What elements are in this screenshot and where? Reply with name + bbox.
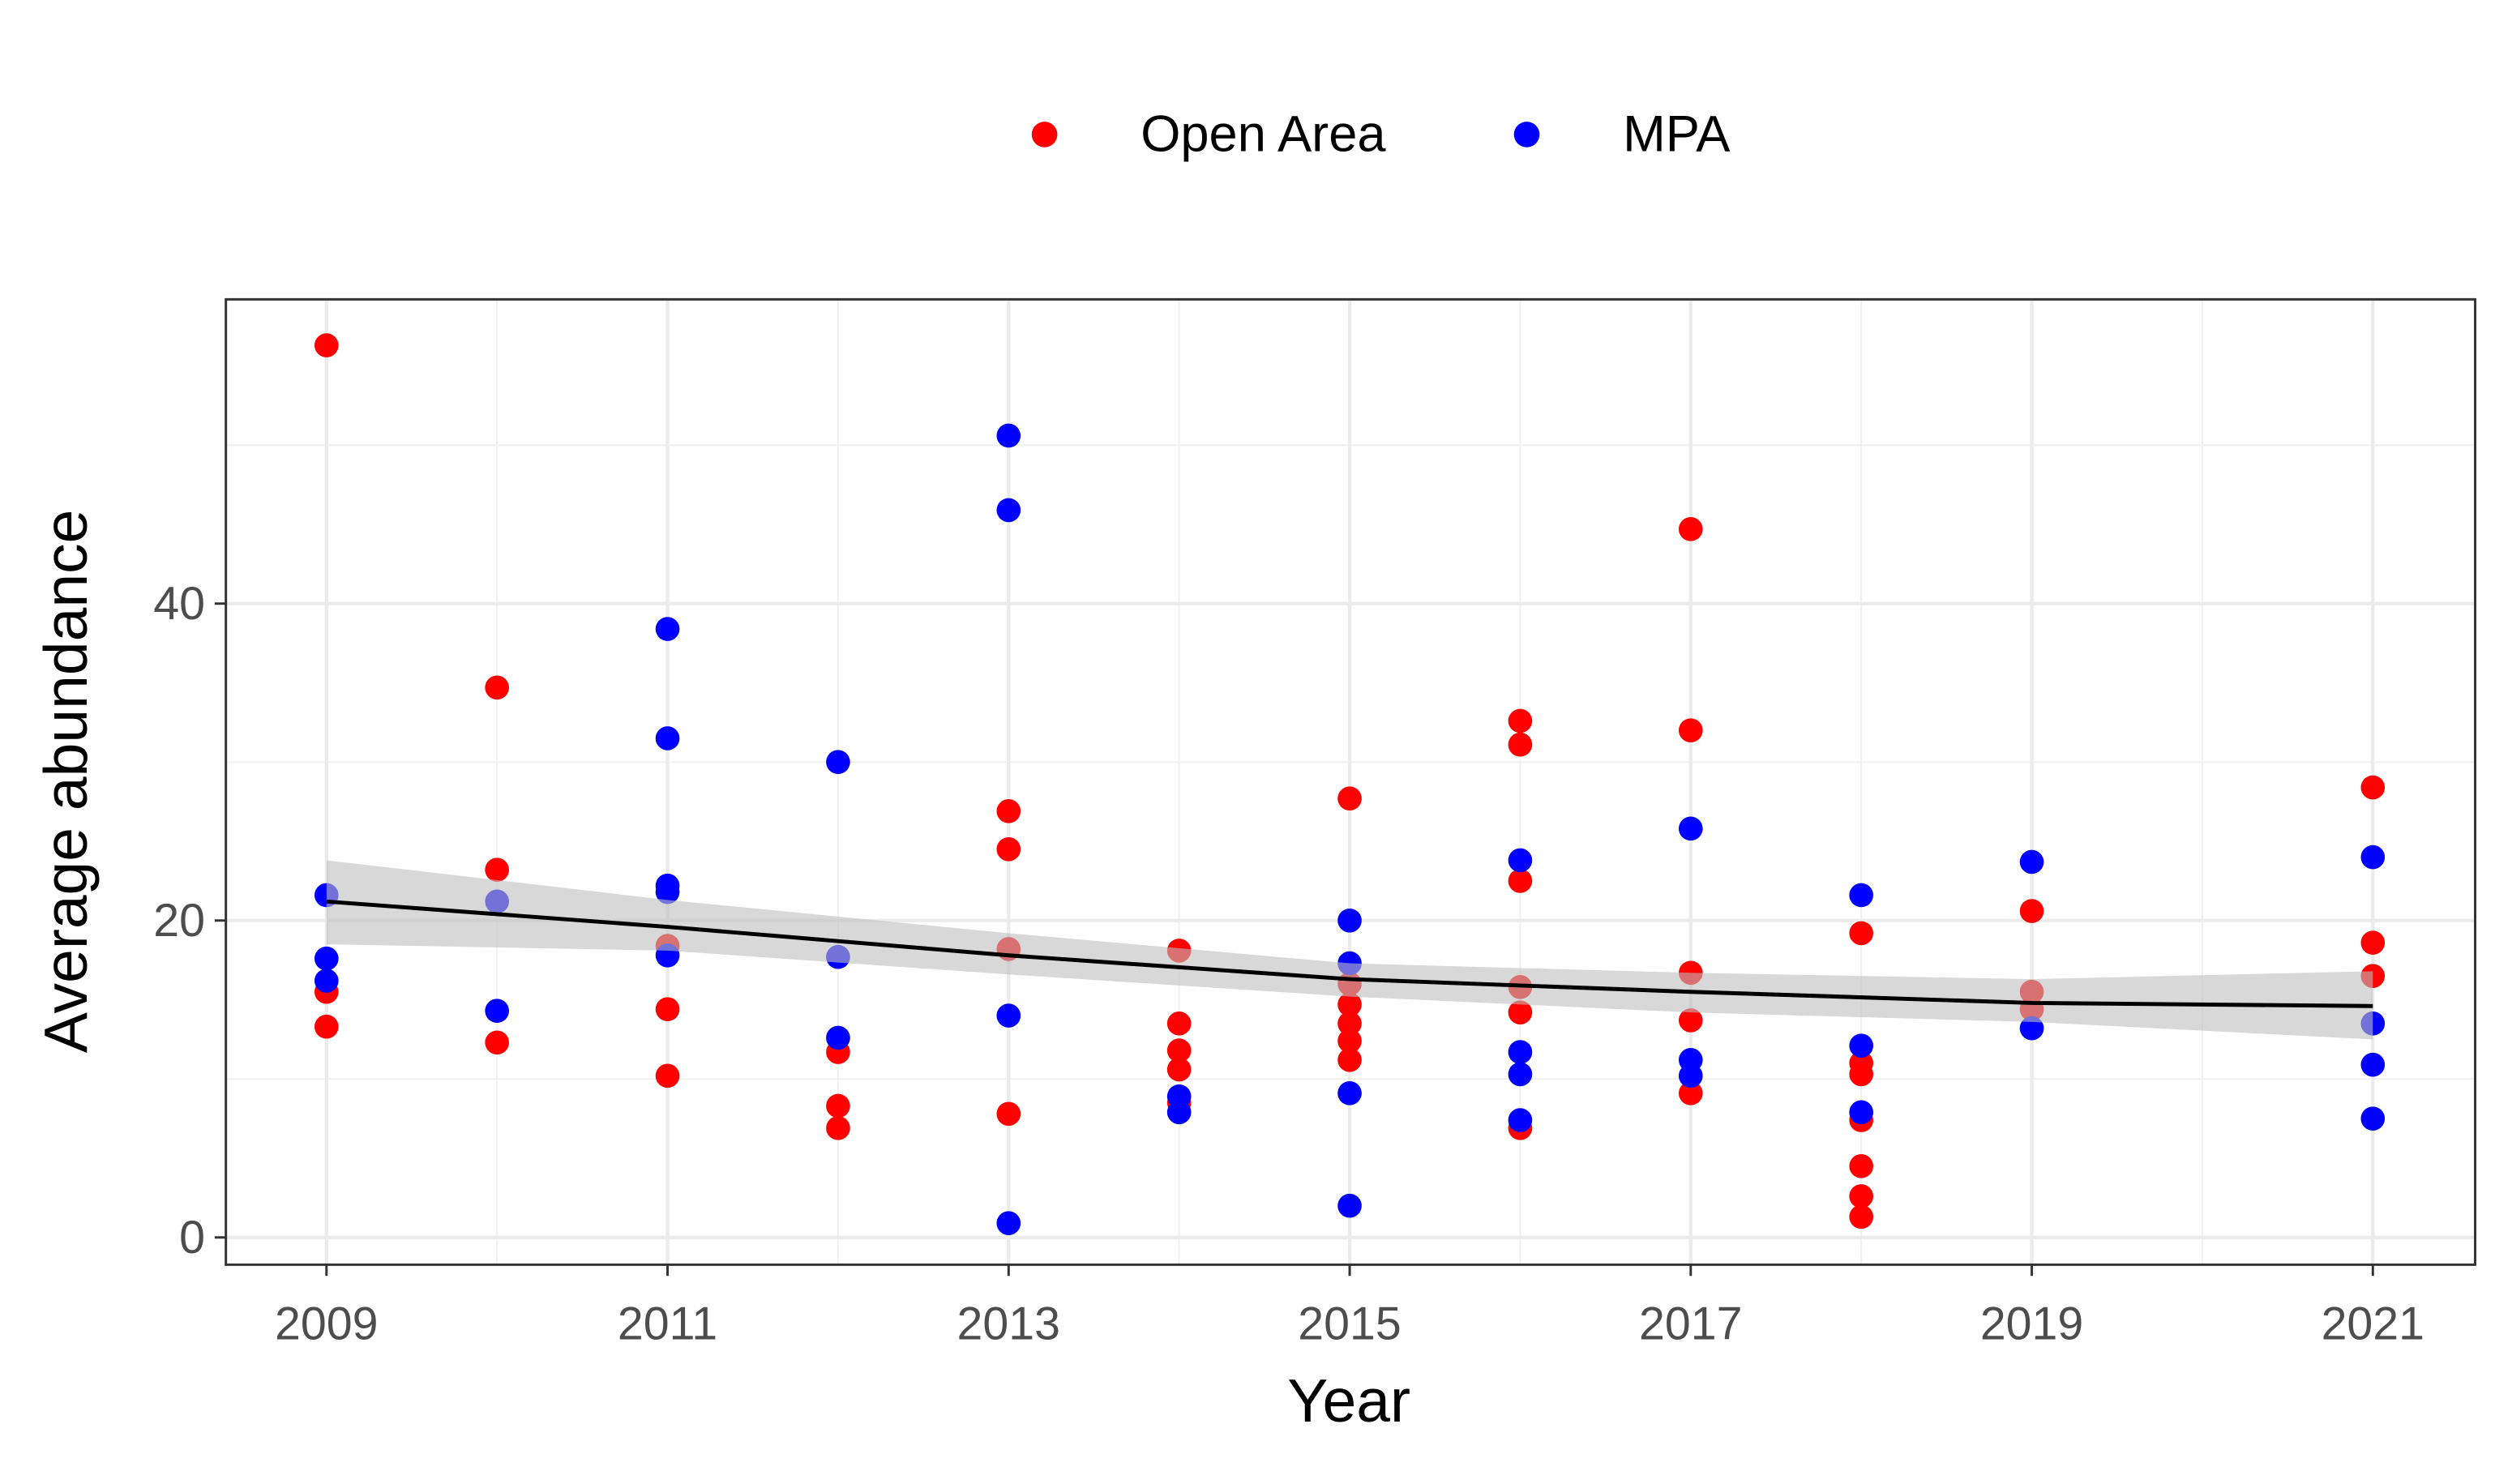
point (655, 997, 680, 1022)
point (314, 969, 339, 993)
point (1508, 869, 1533, 893)
point (996, 498, 1021, 523)
plot-area (314, 333, 2386, 1235)
point (485, 1030, 509, 1055)
point (2019, 849, 2044, 875)
point (996, 1003, 1021, 1028)
x-tick-label: 2009 (275, 1298, 378, 1350)
point (1849, 921, 1874, 946)
point (1508, 1108, 1533, 1132)
point (1166, 1038, 1192, 1063)
point (1508, 708, 1533, 733)
y-tick-label: 20 (153, 895, 205, 947)
point (1508, 1040, 1533, 1064)
legend-label: MPA (1623, 106, 1731, 163)
point (1678, 718, 1703, 742)
legend-marker (1031, 122, 1058, 148)
point (1337, 1081, 1362, 1106)
point (1508, 1062, 1533, 1087)
point (655, 879, 680, 905)
legend: Open Area MPA (1031, 106, 1731, 163)
y-tick-label: 40 (153, 578, 205, 630)
point (2019, 1016, 2044, 1041)
point (826, 1116, 850, 1140)
point (996, 1101, 1021, 1127)
point (1678, 1063, 1703, 1088)
legend-marker (1513, 122, 1540, 148)
point (1678, 1081, 1703, 1106)
point (1337, 1193, 1362, 1218)
point (314, 946, 339, 971)
point (2360, 930, 2386, 955)
point (2360, 775, 2386, 800)
point (485, 857, 509, 883)
legend-label: Open Area (1140, 106, 1386, 163)
x-tick-label: 2015 (1298, 1298, 1401, 1350)
point (655, 726, 680, 751)
point (1849, 1184, 1874, 1208)
point (314, 1014, 339, 1039)
point (655, 617, 680, 641)
point (996, 799, 1021, 823)
point (1166, 1057, 1192, 1082)
point (2360, 1052, 2386, 1077)
point (1508, 1000, 1533, 1024)
point (1337, 1047, 1362, 1072)
point (1508, 848, 1533, 873)
y-tick-label: 0 (179, 1212, 205, 1264)
point (826, 750, 850, 775)
point (1678, 816, 1703, 841)
point (826, 1093, 850, 1118)
point (1678, 1008, 1703, 1033)
point (1337, 908, 1362, 933)
point (996, 423, 1021, 448)
point (2019, 899, 2044, 923)
point (2360, 845, 2386, 870)
point (314, 333, 339, 357)
point (996, 836, 1021, 862)
x-tick-label: 2021 (2322, 1298, 2424, 1350)
point (655, 1063, 680, 1088)
point (1849, 1153, 1874, 1178)
point (1166, 1011, 1192, 1036)
x-tick-label: 2017 (1639, 1298, 1742, 1350)
point (1337, 992, 1362, 1017)
x-tick-label: 2011 (618, 1298, 717, 1350)
point (996, 1211, 1021, 1235)
point (1849, 1204, 1874, 1230)
point (485, 999, 509, 1024)
confidence-band (326, 860, 2373, 1040)
point (485, 675, 509, 700)
point (1678, 517, 1703, 541)
y-axis-title: Average abundance (32, 510, 100, 1054)
point (1337, 786, 1362, 811)
point (1849, 1100, 1874, 1125)
x-tick-label: 2013 (957, 1298, 1060, 1350)
point (2360, 1106, 2386, 1131)
trend-line (326, 899, 2373, 1008)
point (826, 1025, 850, 1050)
x-tick-label: 2019 (1980, 1298, 2083, 1350)
point (1166, 1100, 1192, 1125)
point (1849, 883, 1874, 908)
point (1849, 1062, 1874, 1087)
point (1849, 1033, 1874, 1058)
point (1337, 1029, 1362, 1054)
x-axis-title: Year (1287, 1366, 1410, 1435)
point (1337, 1011, 1362, 1036)
point (1508, 732, 1533, 757)
